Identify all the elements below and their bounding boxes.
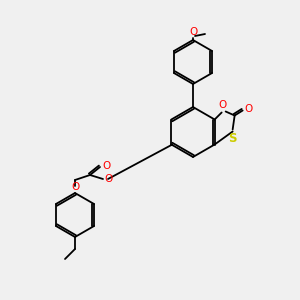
Text: O: O xyxy=(218,100,227,110)
Text: O: O xyxy=(245,104,253,115)
Text: O: O xyxy=(104,174,112,184)
Text: O: O xyxy=(71,182,79,192)
Text: O: O xyxy=(102,161,110,171)
Text: O: O xyxy=(189,27,197,37)
Text: S: S xyxy=(228,133,237,146)
